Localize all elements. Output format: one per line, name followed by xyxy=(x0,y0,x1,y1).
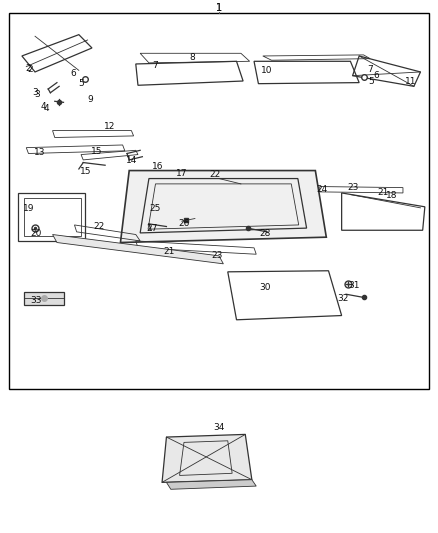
Text: 5: 5 xyxy=(368,77,374,86)
Text: 4: 4 xyxy=(44,104,49,112)
Text: 15: 15 xyxy=(91,148,102,156)
Text: 14: 14 xyxy=(126,157,137,165)
Polygon shape xyxy=(120,171,326,243)
Text: 3: 3 xyxy=(32,88,38,97)
Text: 2: 2 xyxy=(26,64,31,72)
Text: 12: 12 xyxy=(104,123,115,131)
Text: 20: 20 xyxy=(30,229,42,238)
Text: 25: 25 xyxy=(150,205,161,213)
Text: 4: 4 xyxy=(41,102,46,111)
Text: 9: 9 xyxy=(87,95,93,104)
Text: 13: 13 xyxy=(34,148,45,157)
Text: 15: 15 xyxy=(80,167,91,176)
Text: 32: 32 xyxy=(337,294,349,303)
Text: 30: 30 xyxy=(259,284,271,292)
Text: 19: 19 xyxy=(23,205,34,213)
Text: 6: 6 xyxy=(71,69,77,78)
Text: 11: 11 xyxy=(405,77,417,85)
Text: 23: 23 xyxy=(347,183,358,192)
Text: 3: 3 xyxy=(34,91,40,99)
Polygon shape xyxy=(24,292,64,305)
Text: 31: 31 xyxy=(348,281,360,289)
Text: 18: 18 xyxy=(386,191,398,200)
Text: 22: 22 xyxy=(93,222,104,231)
Text: 24: 24 xyxy=(316,185,328,193)
Text: 34: 34 xyxy=(213,423,225,432)
Text: 22: 22 xyxy=(209,171,220,179)
Text: 6: 6 xyxy=(373,71,379,80)
Text: 27: 27 xyxy=(147,224,158,232)
Text: 28: 28 xyxy=(259,229,271,238)
Text: 16: 16 xyxy=(152,162,163,171)
Polygon shape xyxy=(166,480,256,489)
Text: 33: 33 xyxy=(30,296,42,304)
Text: 21: 21 xyxy=(163,247,174,256)
Text: 8: 8 xyxy=(190,53,196,62)
Text: 10: 10 xyxy=(261,66,273,75)
Text: 2: 2 xyxy=(28,65,33,74)
Text: 5: 5 xyxy=(78,79,85,88)
Text: 26: 26 xyxy=(178,220,190,228)
Polygon shape xyxy=(53,235,223,264)
Text: 7: 7 xyxy=(152,61,159,69)
Text: 7: 7 xyxy=(367,65,373,74)
Bar xyxy=(9,13,429,389)
Text: 1: 1 xyxy=(216,3,222,13)
Text: 1: 1 xyxy=(216,3,222,13)
Text: 21: 21 xyxy=(378,189,389,197)
Polygon shape xyxy=(162,434,252,482)
Text: 23: 23 xyxy=(211,252,223,260)
Text: 17: 17 xyxy=(176,169,187,177)
